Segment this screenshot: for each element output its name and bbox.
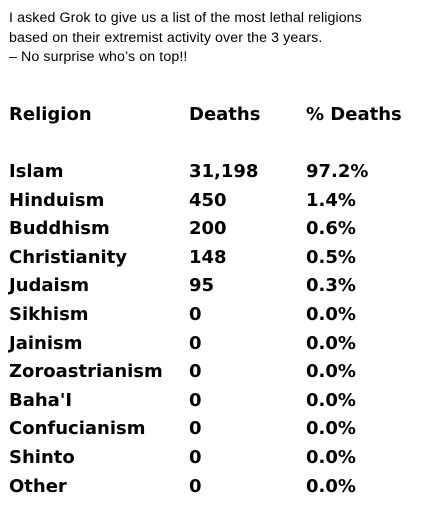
table-row: Sikhism 0 0.0% (9, 304, 419, 333)
table-row: Judaism 95 0.3% (9, 275, 419, 304)
header-religion: Religion (9, 104, 92, 125)
table-row: Shinto 0 0.0% (9, 447, 419, 476)
cell-deaths: 95 (189, 275, 215, 297)
intro-line: – No surprise who’s on top!! (9, 49, 188, 65)
cell-deaths: 0 (189, 361, 202, 383)
table-row: Other 0 0.0% (9, 476, 419, 505)
cell-religion: Jainism (9, 332, 83, 354)
header-deaths: Deaths (189, 104, 261, 125)
cell-pct-deaths: 0.0% (306, 475, 356, 497)
cell-religion: Other (9, 475, 67, 497)
table-row: Baha'I 0 0.0% (9, 390, 419, 419)
table-row: Jainism 0 0.0% (9, 333, 419, 362)
cell-religion: Confucianism (9, 418, 146, 440)
cell-pct-deaths: 0.0% (306, 446, 356, 468)
cell-deaths: 148 (189, 246, 227, 268)
header-pct-deaths: % Deaths (306, 104, 402, 125)
cell-pct-deaths: 0.0% (306, 303, 356, 325)
table-row: Zoroastrianism 0 0.0% (9, 361, 419, 390)
cell-religion: Shinto (9, 446, 75, 468)
table-row: Confucianism 0 0.0% (9, 418, 419, 447)
intro-line: based on their extremist activity over t… (9, 29, 323, 46)
cell-religion: Hinduism (9, 189, 105, 211)
table-row: Islam 31,198 97.2% (9, 161, 419, 190)
intro-line: I asked Grok to give us a list of the mo… (9, 10, 362, 26)
cell-pct-deaths: 0.0% (306, 418, 356, 440)
cell-pct-deaths: 0.0% (306, 389, 356, 411)
cell-pct-deaths: 0.0% (306, 361, 356, 383)
cell-religion: Islam (9, 161, 64, 182)
cell-pct-deaths: 0.0% (306, 332, 356, 354)
cell-pct-deaths: 0.6% (306, 218, 356, 240)
cell-deaths: 0 (189, 446, 202, 468)
table-row: Hinduism 450 1.4% (9, 190, 419, 219)
cell-religion: Buddhism (9, 218, 110, 240)
cell-deaths: 450 (189, 189, 227, 211)
table-row: Buddhism 200 0.6% (9, 218, 419, 247)
cell-deaths: 0 (189, 389, 202, 411)
cell-religion: Christianity (9, 246, 128, 268)
cell-deaths: 31,198 (189, 161, 259, 182)
table-row: Christianity 148 0.5% (9, 247, 419, 276)
cell-religion: Sikhism (9, 303, 89, 325)
cell-pct-deaths: 97.2% (306, 161, 369, 182)
cell-deaths: 0 (189, 418, 202, 440)
cell-deaths: 0 (189, 475, 202, 497)
cell-pct-deaths: 0.5% (306, 246, 356, 268)
cell-religion: Judaism (9, 275, 90, 297)
cell-pct-deaths: 1.4% (306, 189, 356, 211)
cell-pct-deaths: 0.3% (306, 275, 356, 297)
cell-deaths: 0 (189, 332, 202, 354)
cell-religion: Baha'I (9, 389, 73, 411)
cell-deaths: 200 (189, 218, 227, 240)
cell-religion: Zoroastrianism (9, 361, 163, 383)
table-header: Religion Deaths % Deaths (9, 104, 419, 161)
religion-deaths-table: Religion Deaths % Deaths Islam 31,198 97… (9, 104, 419, 504)
cell-deaths: 0 (189, 303, 202, 325)
intro-text: I asked Grok to give us a list of the mo… (9, 9, 419, 68)
